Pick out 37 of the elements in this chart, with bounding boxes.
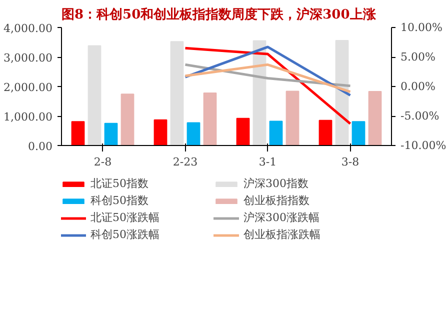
- y-tick-label: 4,000.00: [4, 22, 52, 35]
- chart-title: 图8：科创50和创业板指指数周度下跌，沪深300上涨: [62, 6, 377, 22]
- y2-tick-label: 5.00%: [400, 50, 436, 64]
- legend-label: 创业板指涨跌幅: [244, 227, 322, 242]
- bar: [318, 120, 332, 146]
- bar: [120, 94, 134, 146]
- y-tick-label: 0.00: [28, 140, 53, 153]
- legend-label: 沪深300涨跌幅: [244, 210, 320, 225]
- y-tick-label: 1,000.00: [4, 110, 52, 124]
- bar: [104, 122, 118, 146]
- bar: [352, 121, 366, 146]
- legend-label: 北证50指数: [90, 176, 150, 191]
- legend-label: 北证50涨跌幅: [90, 210, 160, 225]
- y2-tick-label: -10.00%: [400, 139, 446, 152]
- y-tick-label: 2,000.00: [4, 81, 52, 94]
- y2-tick-label: -5.00%: [400, 110, 440, 122]
- bar: [203, 92, 217, 146]
- legend-label: 科创50涨跌幅: [90, 227, 160, 242]
- legend-label: 科创50指数: [90, 193, 150, 208]
- x-tick-label: 3-1: [258, 156, 277, 168]
- bar: [186, 122, 200, 146]
- legend-label: 创业板指指数: [244, 193, 310, 208]
- bar: [88, 45, 102, 146]
- bar: [236, 118, 250, 146]
- x-tick-label: 2-8: [94, 156, 112, 168]
- bar: [368, 91, 382, 146]
- y2-tick-label: 10.00%: [400, 21, 442, 34]
- bar: [71, 121, 85, 146]
- y-tick-label: 3,000.00: [4, 52, 52, 64]
- bar: [269, 120, 283, 146]
- x-tick-label: 2-23: [172, 156, 198, 168]
- x-tick-label: 3-8: [341, 156, 360, 168]
- y2-tick-label: 0.00%: [400, 80, 436, 93]
- bar: [154, 119, 168, 146]
- bar: [286, 90, 300, 146]
- bar: [170, 41, 184, 146]
- legend-label: 沪深300指数: [244, 176, 310, 191]
